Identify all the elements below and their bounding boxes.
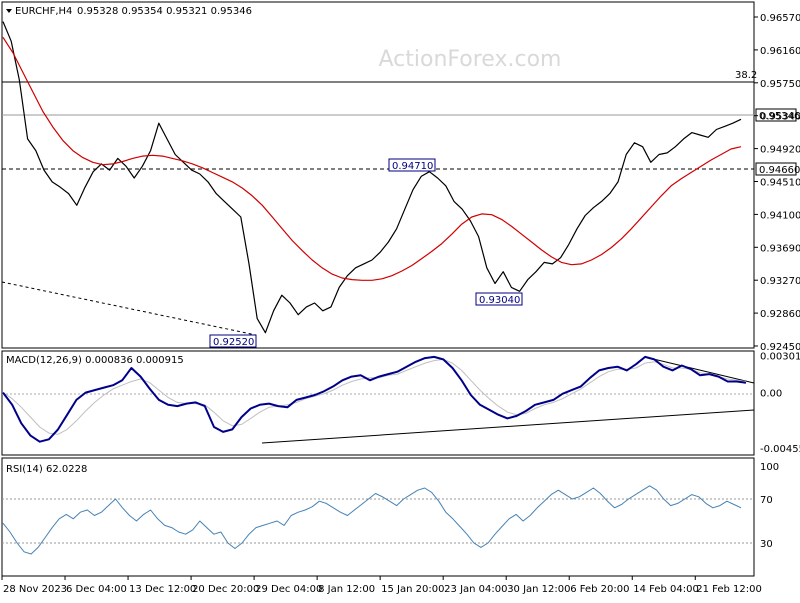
price-axis-tick-label: 0.93690	[760, 243, 800, 254]
price-close-line	[2, 21, 742, 334]
x-axis-tick-label: 14 Feb 04:00	[633, 584, 699, 595]
level-price-value: 0.94660	[759, 165, 800, 176]
price-axis-tick-label: 0.94920	[760, 145, 800, 156]
x-axis-tick-label: 30 Jan 12:00	[507, 584, 570, 595]
rsi-panel-frame	[1, 457, 755, 577]
rsi-axis-tick-label: 30	[760, 539, 773, 550]
price-axis-tick-label: 0.93270	[760, 276, 800, 287]
macd-axis-tick-label: -0.00455	[760, 444, 800, 455]
x-axis-tick-label: 13 Dec 12:00	[129, 584, 196, 595]
mid-high-annotation: 0.94710	[388, 158, 436, 172]
watermark: ActionForex.com	[379, 47, 562, 72]
macd-signal-line	[2, 358, 747, 435]
level-price-badge: 0.94660	[755, 162, 800, 176]
price-axis-tick-label: 0.96570	[760, 13, 800, 24]
rsi-header: RSI(14) 62.0228	[6, 464, 87, 475]
rsi-line	[2, 485, 742, 555]
macd-axis-tick-label: 0.003013	[760, 352, 800, 363]
macd-header: MACD(12,26,9) 0.000836 0.000915	[6, 355, 184, 366]
current-price-badge: 0.95346	[755, 108, 800, 122]
moving-average-line	[2, 36, 742, 281]
macd-main-line	[2, 355, 747, 443]
x-axis-tick-label: 21 Feb 12:00	[696, 584, 762, 595]
rsi-axis-tick-label: 100	[760, 462, 779, 473]
price-axis-tick-label: 0.95750	[760, 79, 800, 90]
fib-label: 38.2	[735, 70, 757, 81]
swing-low-annotation-label: 0.93040	[479, 295, 520, 306]
price-axis-tick-label: 0.94100	[760, 210, 800, 221]
ohlc-label: 0.95328 0.95354 0.95321 0.95346	[77, 6, 252, 17]
low-annotation: 0.92520	[209, 334, 257, 348]
x-axis-tick-label: 29 Dec 04:00	[255, 584, 322, 595]
x-axis-tick-label: 20 Dec 20:00	[192, 584, 259, 595]
macd-trendline-lower	[261, 409, 755, 444]
x-axis-tick-label: 15 Jan 20:00	[381, 584, 444, 595]
price-axis-tick-label: 0.94510	[760, 178, 800, 189]
price-axis-tick-label: 0.92860	[760, 309, 800, 320]
mid-high-annotation-label: 0.94710	[392, 161, 433, 172]
price-axis-tick-label: 0.95340	[760, 112, 800, 123]
symbol-label: EURCHF,H4	[15, 6, 72, 17]
price-axis-tick-label: 0.92450	[760, 342, 800, 353]
price-panel-frame	[1, 1, 755, 349]
rsi-axis-tick-label: 70	[760, 495, 773, 506]
price-axis-tick-label: 0.96160	[760, 46, 800, 57]
macd-axis-tick-label: 0.00	[760, 389, 782, 400]
swing-low-annotation: 0.93040	[475, 292, 523, 306]
macd-panel-frame	[1, 350, 755, 456]
collapse-triangle-icon[interactable]	[6, 9, 12, 13]
x-axis-tick-label: 8 Jan 12:00	[318, 584, 375, 595]
dotted-trendline	[1, 281, 257, 336]
low-annotation-label: 0.92520	[213, 337, 254, 348]
x-axis-tick-label: 23 Jan 04:00	[444, 584, 507, 595]
current-price-value: 0.95346	[759, 111, 800, 122]
macd-trendline-upper	[644, 356, 755, 384]
x-axis-tick-label: 28 Nov 2023	[3, 584, 67, 595]
x-axis-tick-label: 6 Feb 20:00	[570, 584, 629, 595]
x-axis-tick-label: 6 Dec 04:00	[66, 584, 127, 595]
